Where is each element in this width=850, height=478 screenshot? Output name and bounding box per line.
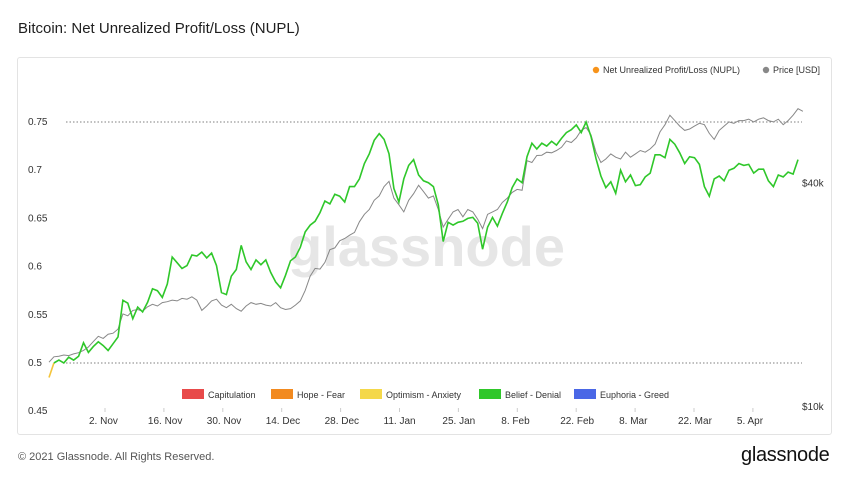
reference-lines [66, 121, 802, 364]
x-tick-label: 11. Jan [384, 416, 416, 427]
x-tick-label: 22. Mar [678, 416, 713, 427]
y-tick-label: 0.7 [28, 165, 42, 176]
nupl-line-optimism [48, 362, 55, 378]
x-tick-label: 2. Nov [89, 416, 118, 427]
x-tick-label: 30. Nov [207, 416, 241, 427]
zone-legend: Capitulation Hope - Fear Optimism - Anxiet… [182, 389, 669, 400]
legend: Net Unrealized Profit/Loss (NUPL) Price [… [592, 65, 820, 75]
copyright-text: © 2021 Glassnode. All Rights Reserved. [18, 451, 215, 463]
y-tick-label: 0.65 [28, 213, 48, 224]
y-tick-label: 0.55 [28, 310, 48, 321]
legend-marker [592, 66, 600, 74]
chart-title: Bitcoin: Net Unrealized Profit/Loss (NUP… [18, 20, 300, 37]
zone-label: Hope - Fear [297, 390, 345, 400]
zone-label: Capitulation [208, 390, 256, 400]
y-axis-left: 0.45 0.5 0.55 0.6 0.65 0.7 0.75 [28, 117, 48, 417]
x-tick-label: 8. Mar [619, 416, 648, 427]
zone-swatch [360, 389, 382, 399]
y-right-tick-label: $10k [802, 402, 825, 413]
chart-panel: glassnode 0.45 0.5 0.55 0.6 0.65 0.7 0.75 $10k… [17, 57, 832, 435]
y-tick-label: 0.45 [28, 406, 48, 417]
y-tick-label: 0.6 [28, 262, 42, 273]
x-tick-label: 8. Feb [501, 416, 530, 427]
nupl-line [53, 119, 799, 365]
x-tick-label: 14. Dec [266, 416, 300, 427]
zone-label: Optimism - Anxiety [386, 390, 462, 400]
x-tick-label: 5. Apr [737, 416, 764, 427]
x-tick-label: 22. Feb [560, 416, 594, 427]
zone-swatch [271, 389, 293, 399]
y-tick-label: 0.75 [28, 117, 48, 128]
x-tick-label: 16. Nov [148, 416, 182, 427]
y-axis-right: $10k $40k [802, 178, 825, 413]
glassnode-logo: glassnode [741, 444, 830, 466]
zone-label: Belief - Denial [505, 390, 561, 400]
price-line [48, 108, 804, 363]
y-right-tick-label: $40k [802, 178, 825, 189]
x-axis: 2. Nov 16. Nov 30. Nov 14. Dec 28. Dec 11. Ja… [89, 408, 764, 427]
y-tick-label: 0.5 [28, 358, 42, 369]
legend-marker [762, 66, 770, 74]
glassnode-watermark: glassnode [288, 215, 565, 278]
legend-label: Net Unrealized Profit/Loss (NUPL) [603, 65, 740, 75]
zone-swatch [479, 389, 501, 399]
zone-swatch [182, 389, 204, 399]
x-tick-label: 28. Dec [325, 416, 359, 427]
legend-label: Price [USD] [773, 65, 820, 75]
x-tick-label: 25. Jan [442, 416, 475, 427]
zone-swatch [574, 389, 596, 399]
series-lines [48, 108, 804, 378]
zone-label: Euphoria - Greed [600, 390, 669, 400]
nupl-chart: glassnode 0.45 0.5 0.55 0.6 0.65 0.7 0.75 $10k… [28, 65, 825, 427]
